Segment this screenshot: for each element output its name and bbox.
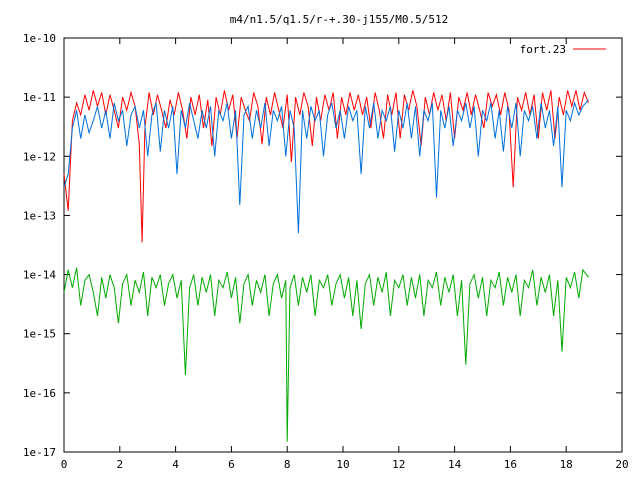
x-tick-label: 2 <box>116 458 123 471</box>
y-tick-label: 1e-17 <box>23 446 56 459</box>
chart-title: m4/n1.5/q1.5/r-+.30-j155/M0.5/512 <box>230 13 449 26</box>
legend: fort.23 <box>520 43 606 56</box>
x-tick-label: 18 <box>560 458 573 471</box>
y-tick-label: 1e-16 <box>23 387 56 400</box>
x-tick-label: 12 <box>392 458 405 471</box>
axis-ticks: 0 2 4 6 8 10 12 14 16 18 20 1e-10 1e-11 1e-12 1e-13 1e-… <box>23 32 629 471</box>
series-line-1 <box>63 99 589 234</box>
x-tick-label: 20 <box>615 458 628 471</box>
x-tick-label: 10 <box>336 458 349 471</box>
x-tick-label: 6 <box>228 458 235 471</box>
x-tick-label: 0 <box>61 458 68 471</box>
x-tick-label: 14 <box>448 458 462 471</box>
series-line-2 <box>63 267 589 442</box>
x-tick-label: 16 <box>504 458 517 471</box>
x-tick-label: 4 <box>172 458 179 471</box>
y-tick-label: 1e-12 <box>23 150 56 163</box>
series-line-0 <box>63 90 589 243</box>
y-tick-label: 1e-14 <box>23 269 56 282</box>
legend-label: fort.23 <box>520 43 566 56</box>
y-tick-label: 1e-11 <box>23 91 56 104</box>
y-tick-label: 1e-15 <box>23 328 56 341</box>
y-tick-label: 1e-13 <box>23 209 56 222</box>
y-tick-label: 1e-10 <box>23 32 56 45</box>
x-tick-label: 8 <box>284 458 291 471</box>
series-layer <box>63 90 589 442</box>
